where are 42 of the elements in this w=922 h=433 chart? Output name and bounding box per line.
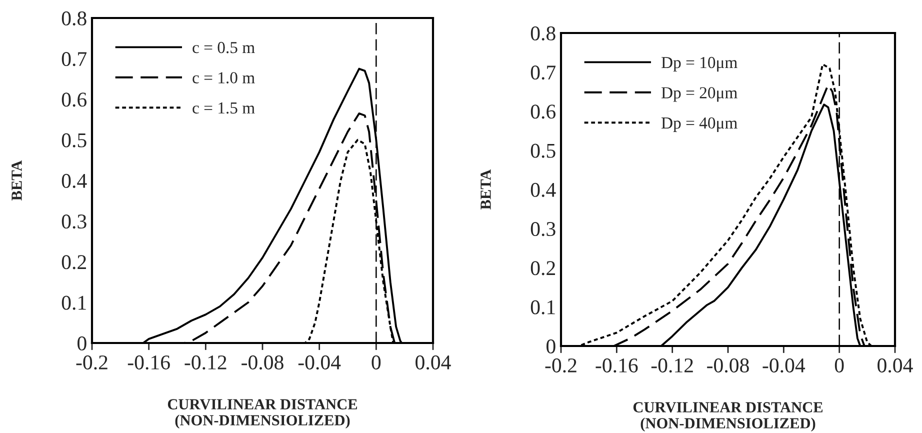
x-axis-title: CURVILINEAR DISTANCE (NON-DIMENSIOLIZED)	[633, 402, 823, 432]
x-tick-label: -0.16	[128, 355, 170, 370]
x-tick-label: 0	[834, 358, 844, 372]
y-tick-label: 0.3	[62, 214, 86, 229]
x-tick-label: -0.12	[184, 355, 226, 370]
x-tick-label: -0.2	[76, 355, 108, 370]
y-tick-label: 0.2	[530, 261, 555, 276]
legend-label: Dp = 40μm	[661, 117, 738, 132]
y-tick-label: 0.6	[62, 92, 87, 107]
y-tick-label: 0.7	[62, 52, 87, 66]
legend-label: Dp = 10μm	[661, 56, 738, 72]
y-tick-label: 0.4	[62, 174, 87, 188]
legend-label: c = 0.5 m	[192, 42, 255, 54]
x-tick-label: 0	[372, 355, 381, 370]
x-tick-label: 0.04	[878, 358, 913, 373]
x-tick-label: -0.2	[545, 358, 576, 373]
x-tick-label: 0.04	[416, 355, 451, 370]
y-tick-label: 0.7	[530, 66, 556, 80]
y-tick-label: 0.4	[530, 182, 556, 198]
legend-label: c = 1.0 m	[192, 72, 255, 84]
x-tick-label: -0.04	[762, 358, 806, 373]
y-tick-label: 0.8	[62, 11, 86, 26]
y-tick-label: 0.3	[530, 222, 556, 236]
x-tick-label: -0.08	[242, 355, 284, 370]
y-tick-label: 0.5	[62, 133, 86, 148]
y-tick-label: 0.6	[530, 104, 556, 119]
legend-label: Dp = 20μm	[661, 87, 738, 102]
y-tick-label: 0.5	[530, 144, 556, 158]
y-tick-label: 0	[78, 336, 86, 350]
y-axis-title: BETA	[480, 169, 491, 210]
y-tick-label: 0.2	[62, 255, 86, 270]
y-tick-label: 0.8	[530, 26, 556, 41]
y-tick-label: 0.1	[530, 300, 555, 314]
x-tick-label: -0.16	[596, 358, 638, 373]
x-tick-label: -0.12	[651, 358, 693, 373]
x-axis-title: CURVILINEAR DISTANCE (NON-DIMENSIOLIZED)	[168, 399, 358, 429]
y-tick-label: 0	[546, 339, 556, 354]
y-tick-label: 0.1	[62, 296, 86, 310]
legend-label: c = 1.5 m	[192, 102, 255, 114]
x-tick-label: -0.04	[298, 355, 341, 370]
x-tick-label: -0.08	[707, 358, 749, 373]
y-axis-title: BETA	[12, 160, 22, 200]
